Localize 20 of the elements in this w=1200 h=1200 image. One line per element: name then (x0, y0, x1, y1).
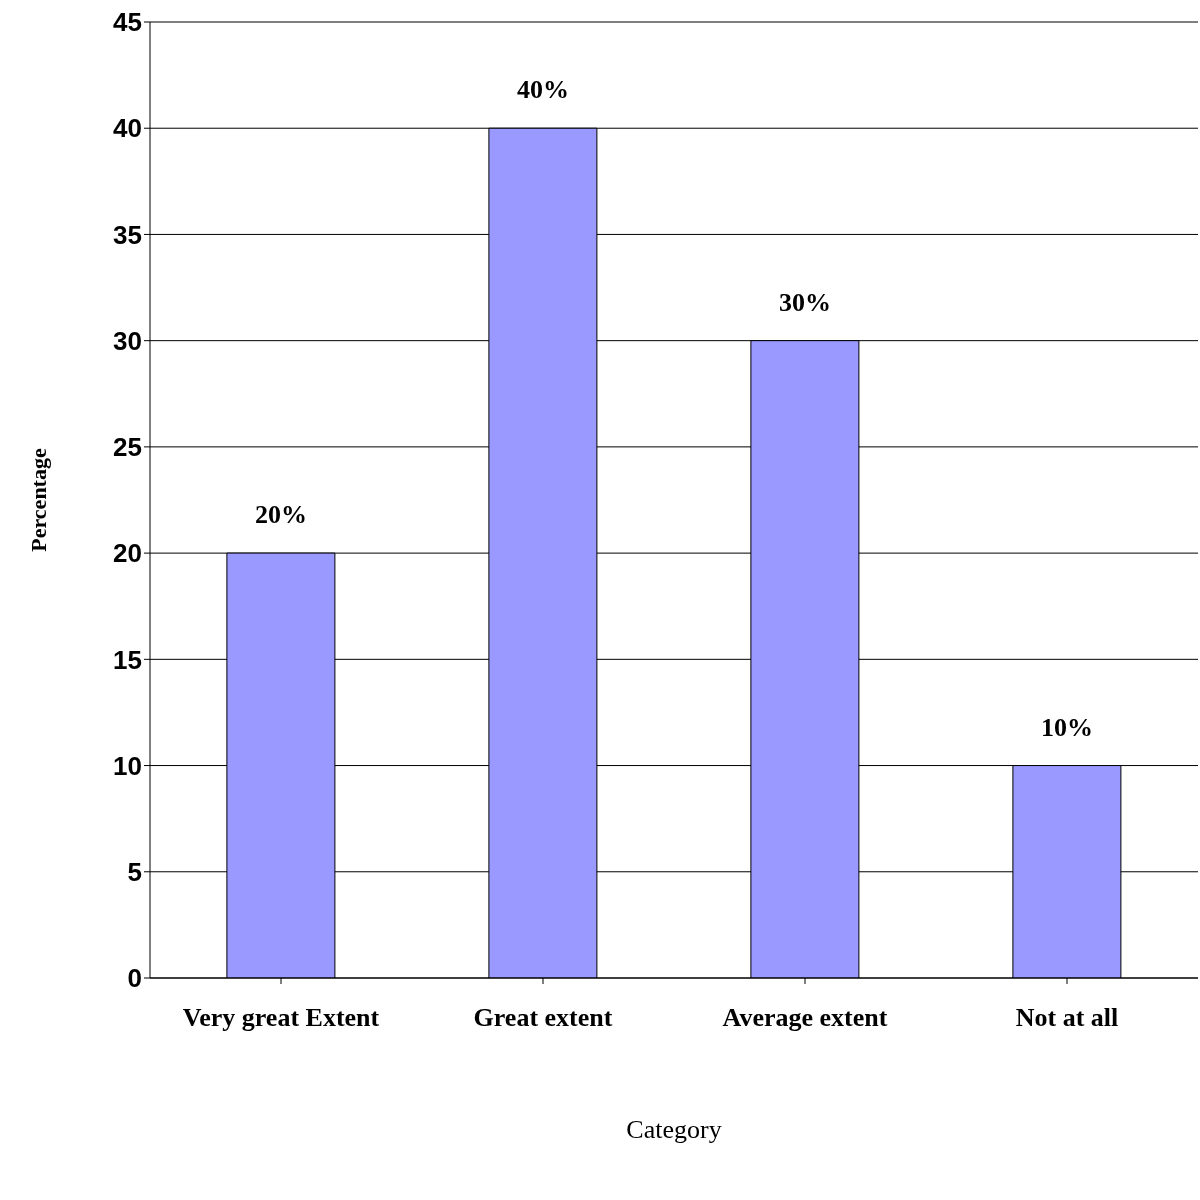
x-tick-label: Average extent (722, 1003, 888, 1033)
x-axis-title: Category (626, 1115, 722, 1144)
data-label: 40% (516, 75, 569, 105)
data-label: 20% (254, 500, 307, 530)
y-tick-label: 5 (127, 857, 142, 888)
x-tick-label: Not at all (1015, 1003, 1119, 1033)
y-tick-label: 20 (113, 538, 142, 569)
x-tick-label: Great extent (473, 1003, 613, 1033)
y-tick-label: 0 (127, 963, 142, 994)
y-tick-label: 45 (113, 7, 142, 38)
data-label: 30% (778, 287, 831, 317)
y-tick-label: 15 (113, 644, 142, 675)
y-tick-label: 10 (113, 750, 142, 781)
y-tick-label: 25 (113, 432, 142, 463)
x-tick-label: Very great Extent (182, 1003, 380, 1033)
y-tick-label: 40 (113, 113, 142, 144)
y-tick-label: 30 (113, 325, 142, 356)
y-tick-label: 35 (113, 219, 142, 250)
y-axis-title: Percentage (25, 448, 51, 552)
data-label: 10% (1040, 712, 1093, 742)
